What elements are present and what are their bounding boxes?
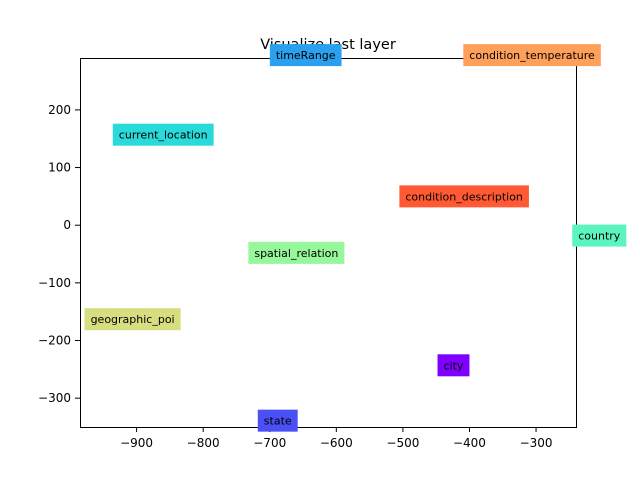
- label-box: [257, 409, 298, 432]
- y-tick-label: −100: [38, 276, 71, 290]
- point-label-text: geographic_poi: [91, 313, 175, 326]
- point-label-text: condition_description: [405, 190, 523, 203]
- y-tick-label: 0: [63, 218, 71, 232]
- y-axis: −300 −200 −100 0 100 200: [38, 103, 80, 405]
- point-label-condition-description: condition_description: [399, 185, 529, 208]
- x-tick-label: −600: [320, 436, 353, 450]
- data-points: timeRange condition_temperature current_lo…: [84, 44, 627, 432]
- point-label-text: spatial_relation: [254, 247, 338, 260]
- point-label-text: current_location: [119, 129, 208, 142]
- point-label-spatial-relation: spatial_relation: [248, 241, 345, 264]
- x-tick-label: −800: [187, 436, 220, 450]
- label-box: [463, 44, 601, 67]
- point-label-text: state: [264, 415, 292, 428]
- x-axis: −900 −800 −700 −600 −500 −400 −300: [120, 427, 553, 450]
- point-label-text: city: [444, 359, 464, 372]
- x-tick-label: −500: [386, 436, 419, 450]
- label-box: [269, 44, 342, 67]
- point-label-country: country: [572, 224, 627, 247]
- label-box: [84, 308, 181, 331]
- x-tick-label: −700: [253, 436, 286, 450]
- point-label-state: state: [257, 409, 298, 432]
- label-box: [437, 354, 470, 377]
- label-box: [248, 241, 345, 264]
- point-label-text: country: [578, 230, 621, 243]
- point-label-geographic-poi: geographic_poi: [84, 308, 181, 331]
- x-tick-label: −300: [520, 436, 553, 450]
- label-box: [572, 224, 627, 247]
- x-tick-label: −400: [453, 436, 486, 450]
- point-label-text: timeRange: [276, 49, 336, 62]
- point-label-city: city: [437, 354, 470, 377]
- y-tick-label: 200: [48, 103, 71, 117]
- y-tick-label: −300: [38, 391, 71, 405]
- y-tick-label: −200: [38, 334, 71, 348]
- point-label-condition-temperature: condition_temperature: [463, 44, 601, 67]
- label-box: [112, 123, 214, 146]
- y-tick-label: 100: [48, 161, 71, 175]
- point-label-timeRange: timeRange: [269, 44, 342, 67]
- point-label-text: condition_temperature: [469, 49, 595, 62]
- label-box: [399, 185, 529, 208]
- point-label-current-location: current_location: [112, 123, 214, 146]
- x-tick-label: −900: [120, 436, 153, 450]
